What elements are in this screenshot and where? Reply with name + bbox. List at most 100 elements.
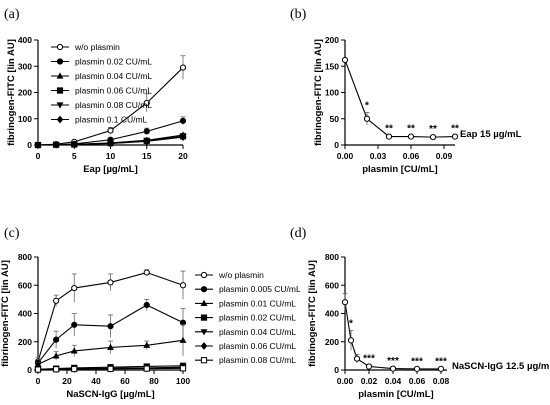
chart-panel-c: (c) 0 200 400 600 800 0 20 40 60 80 100 NaSCN-IgG [µ… [0, 226, 301, 400]
data-point [353, 355, 361, 362]
data-point [107, 365, 114, 372]
y-tick-label: 400 [18, 309, 32, 319]
data-point [34, 141, 42, 149]
y-tick-label: 800 [18, 252, 32, 262]
legend-marker [200, 286, 208, 293]
y-axis-title: fibrinogen-FITC [lin AU] [0, 260, 11, 367]
legend-marker [200, 271, 208, 279]
legend-marker [200, 357, 208, 364]
data-point [143, 341, 151, 348]
data-point [107, 343, 114, 350]
chart-panel-b: (b) 0 50 100 150 200 0.00 0.03 0.06 0.09 plasmin [… [290, 7, 522, 175]
data-point [179, 64, 187, 71]
x-tick-label: 5 [72, 151, 77, 161]
panel-label: (c) [4, 226, 20, 241]
y-tick-label: 400 [18, 35, 32, 45]
data-point [52, 352, 60, 359]
data-point [53, 366, 60, 373]
data-point [341, 56, 349, 64]
legend-marker [56, 87, 64, 94]
data-point [52, 140, 60, 149]
data-point [107, 279, 114, 286]
y-axis-title: fibrinogen-FITC [lin AU] [313, 39, 324, 146]
y-tick-label: 200 [325, 337, 339, 347]
x-axis-title: NaSCN-IgG [µg/mL] [66, 389, 154, 400]
series-0: **** *** *** *** [341, 293, 447, 372]
significance-label: *** [387, 356, 399, 367]
data-point [107, 323, 114, 330]
series-6 [34, 365, 187, 373]
significance-label: ** [385, 124, 393, 135]
x-axis-title: plasmin [CU/mL] [362, 164, 437, 175]
data-point [143, 365, 150, 372]
legend-marker [200, 329, 208, 336]
data-point [179, 117, 187, 124]
panel-label: (d) [290, 226, 307, 241]
legend-label: plasmin 0.08 CU/mL [219, 355, 296, 365]
y-tick-label: 200 [325, 35, 339, 45]
x-tick-label: 40 [91, 376, 101, 386]
x-axis-title: Eap [µg/mL] [83, 164, 138, 175]
data-point [437, 365, 445, 372]
data-point [389, 365, 397, 372]
data-point [70, 347, 78, 354]
legend-marker [200, 342, 208, 350]
legend-label: plasmin 0.02 CU/mL [75, 57, 152, 67]
condition-label: Eap 15 µg/mL [460, 129, 522, 140]
x-tick-label: 80 [149, 376, 159, 386]
y-tick-label: 100 [18, 114, 32, 124]
legend-label: plasmin 0.04 CU/mL [75, 71, 152, 81]
data-point [34, 366, 42, 373]
x-tick-label: 10 [106, 151, 116, 161]
x-tick-label: 20 [178, 151, 188, 161]
x-tick-label: 0.03 [370, 151, 387, 161]
legend-marker [200, 299, 208, 306]
significance-label: ** [429, 124, 437, 135]
x-tick-label: 0 [36, 376, 41, 386]
legend-label: plasmin 0.02 CU/mL [219, 313, 296, 323]
legend-marker [56, 72, 64, 79]
data-point [385, 133, 393, 140]
legend-marker [200, 314, 208, 321]
legend-label: plasmin 0.06 CU/mL [75, 86, 152, 96]
data-point [341, 299, 349, 306]
data-point [179, 282, 187, 289]
data-point [179, 133, 187, 142]
data-point [71, 321, 78, 328]
y-axis-title: fibrinogen-FITC [lin AU] [6, 39, 17, 146]
data-point [71, 365, 78, 373]
y-tick-label: 200 [18, 337, 32, 347]
series-line [37, 271, 184, 362]
data-point [365, 363, 373, 370]
data-point [363, 115, 371, 122]
y-tick-label: 0 [27, 140, 32, 150]
y-tick-label: 0 [27, 365, 32, 375]
data-point [143, 137, 151, 146]
legend-label: w/o plasmin [218, 270, 264, 280]
y-tick-label: 400 [325, 309, 339, 319]
y-tick-label: 800 [325, 252, 339, 262]
data-point [53, 336, 60, 343]
data-point [451, 133, 459, 140]
legend: w/o plasmin plasmin 0.02 CU/mL plasmin 0.0… [51, 42, 152, 125]
x-tick-label: 20 [62, 376, 72, 386]
significance-label: ** [451, 124, 459, 135]
data-point [107, 127, 114, 134]
significance-label: ** [407, 124, 415, 135]
legend-marker [56, 58, 64, 65]
y-tick-label: 600 [18, 280, 32, 290]
data-point [71, 284, 78, 292]
x-tick-label: 0.02 [361, 376, 378, 386]
data-point [143, 128, 150, 135]
x-tick-label: 0.09 [436, 151, 453, 161]
data-point [413, 365, 421, 372]
data-point [143, 269, 150, 276]
legend-label: plasmin 0.08 CU/mL [75, 100, 152, 110]
y-axis-title: fibrinogen-FITC [lin AU] [307, 260, 318, 367]
significance-label: *** [435, 356, 447, 367]
legend-label: plasmin 0.04 CU/mL [219, 327, 296, 337]
data-point [143, 301, 150, 309]
data-point [407, 133, 415, 140]
series-line [37, 304, 184, 364]
